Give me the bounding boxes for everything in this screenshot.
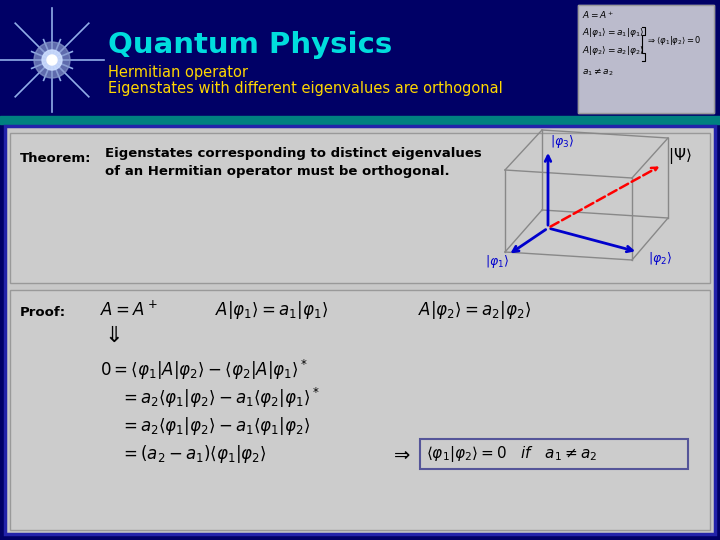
Bar <box>0 0 720 118</box>
Circle shape <box>42 50 62 70</box>
Text: Proof:: Proof: <box>20 306 66 319</box>
Text: $A|\varphi_2\rangle = a_2|\varphi_2\rangle$: $A|\varphi_2\rangle = a_2|\varphi_2\rang… <box>582 44 644 57</box>
Text: $a_1 \neq a_2$: $a_1 \neq a_2$ <box>582 67 613 78</box>
Text: $= a_2\langle\varphi_1|\varphi_2\rangle - a_1\langle\varphi_1|\varphi_2\rangle$: $= a_2\langle\varphi_1|\varphi_2\rangle … <box>120 415 310 437</box>
Text: Hermitian operator: Hermitian operator <box>108 64 248 79</box>
Bar <box>420 439 688 469</box>
Text: Eigenstates corresponding to distinct eigenvalues: Eigenstates corresponding to distinct ei… <box>105 146 482 159</box>
Text: $|\Psi\rangle$: $|\Psi\rangle$ <box>668 146 692 166</box>
Text: Eigenstates with different eigenvalues are orthogonal: Eigenstates with different eigenvalues a… <box>108 82 503 97</box>
Text: of an Hermitian operator must be orthogonal.: of an Hermitian operator must be orthogo… <box>105 165 449 178</box>
Text: $|\varphi_3\rangle$: $|\varphi_3\rangle$ <box>550 133 574 150</box>
Text: $0 = \langle\varphi_1|A|\varphi_2\rangle - \langle\varphi_2|A|\varphi_1\rangle^*: $0 = \langle\varphi_1|A|\varphi_2\rangle… <box>100 358 308 382</box>
Bar <box>5 126 715 534</box>
Bar <box>10 290 710 530</box>
Bar <box>10 133 710 283</box>
Bar <box>0 116 720 124</box>
Text: $= (a_2 - a_1)\langle\varphi_1|\varphi_2\rangle$: $= (a_2 - a_1)\langle\varphi_1|\varphi_2… <box>120 443 267 465</box>
Text: $|\varphi_2\rangle$: $|\varphi_2\rangle$ <box>648 250 672 267</box>
Bar <box>578 5 714 113</box>
Text: $= a_2\langle\varphi_1|\varphi_2\rangle - a_1\langle\varphi_2|\varphi_1\rangle^*: $= a_2\langle\varphi_1|\varphi_2\rangle … <box>120 386 320 410</box>
Text: $A = A^+$: $A = A^+$ <box>582 9 614 21</box>
Circle shape <box>34 42 70 78</box>
Text: $|\varphi_1\rangle$: $|\varphi_1\rangle$ <box>485 253 509 270</box>
Text: $\Downarrow$: $\Downarrow$ <box>100 326 120 346</box>
Text: $A|\varphi_1\rangle = a_1|\varphi_1\rangle$: $A|\varphi_1\rangle = a_1|\varphi_1\rang… <box>215 299 328 321</box>
Text: $A = A^+$: $A = A^+$ <box>100 300 158 320</box>
Text: $\langle\varphi_1|\varphi_2\rangle = 0$   if   $a_1 \neq a_2$: $\langle\varphi_1|\varphi_2\rangle = 0$ … <box>426 444 597 464</box>
Text: $A|\varphi_1\rangle = a_1|\varphi_1\rangle$: $A|\varphi_1\rangle = a_1|\varphi_1\rang… <box>582 26 644 39</box>
Bar <box>10 133 710 283</box>
Circle shape <box>47 55 57 65</box>
Text: $A|\varphi_2\rangle = a_2|\varphi_2\rangle$: $A|\varphi_2\rangle = a_2|\varphi_2\rang… <box>418 299 531 321</box>
Text: Quantum Physics: Quantum Physics <box>108 31 392 59</box>
Text: Theorem:: Theorem: <box>20 152 91 165</box>
Bar <box>10 290 710 530</box>
Text: $\Rightarrow$: $\Rightarrow$ <box>390 444 411 463</box>
Bar <box>578 5 714 113</box>
Text: $\Rightarrow \langle\varphi_1|\varphi_2\rangle = 0$: $\Rightarrow \langle\varphi_1|\varphi_2\… <box>646 34 701 47</box>
Bar <box>5 126 715 534</box>
